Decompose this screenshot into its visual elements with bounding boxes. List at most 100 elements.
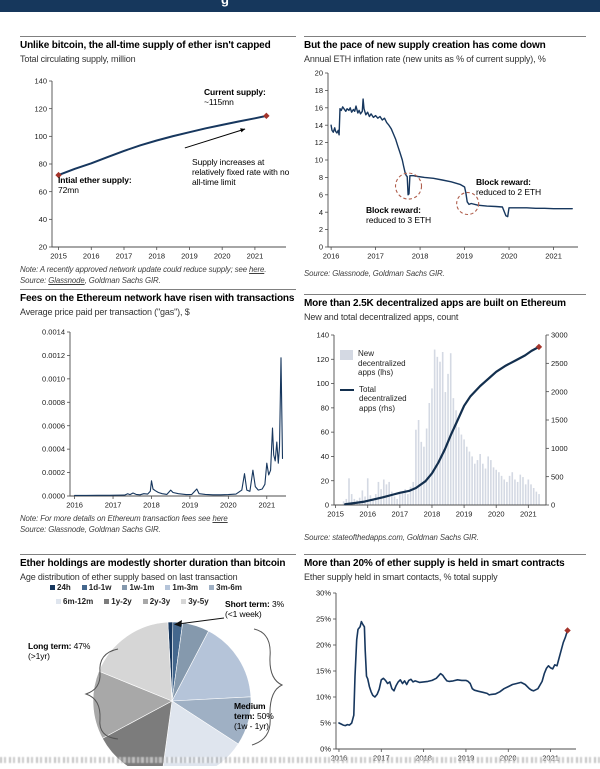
svg-text:10%: 10% xyxy=(316,693,331,702)
svg-text:15%: 15% xyxy=(316,667,331,676)
chart-title: Ether holdings are modestly shorter dura… xyxy=(20,558,286,569)
svg-text:500: 500 xyxy=(551,472,564,481)
swatch-2y-3y xyxy=(142,599,148,604)
bar xyxy=(490,460,492,505)
svg-text:0: 0 xyxy=(551,501,555,510)
bar xyxy=(439,361,441,505)
medium-term-annotation: Medium term: 50% (1w - 1yr) xyxy=(234,701,274,732)
svg-text:2017: 2017 xyxy=(105,501,122,510)
legend-item: 24h xyxy=(50,583,71,592)
bar xyxy=(538,494,540,505)
swatch-24h xyxy=(50,585,55,590)
bar xyxy=(385,484,388,505)
series-eth-inflation xyxy=(330,98,573,218)
svg-text:2018: 2018 xyxy=(148,252,165,261)
bar xyxy=(471,456,473,505)
legend-item: 2y-3y xyxy=(142,597,170,606)
svg-text:2017: 2017 xyxy=(116,252,133,261)
bar xyxy=(436,356,439,505)
chart-title: Unlike bitcoin, the all-time supply of e… xyxy=(20,40,271,51)
legend-item: 1w-1m xyxy=(122,583,154,592)
chart-source: Source: Glassnode, Goldman Sachs GIR. xyxy=(304,269,445,278)
bar xyxy=(377,481,380,505)
note-here-link[interactable]: here xyxy=(249,265,265,274)
marker-diamond xyxy=(263,112,270,120)
legend-item: 1d-1w xyxy=(81,583,111,592)
bar xyxy=(506,481,508,505)
svg-text:2019: 2019 xyxy=(456,510,473,519)
legend-item: 1m-3m xyxy=(165,583,198,592)
medium-term-bracket xyxy=(251,628,284,746)
svg-text:0: 0 xyxy=(319,243,323,252)
bar xyxy=(492,467,495,505)
svg-text:2018: 2018 xyxy=(424,510,441,519)
svg-text:2020: 2020 xyxy=(220,501,237,510)
svg-text:5%: 5% xyxy=(320,719,331,728)
legend-item-total-apps: Total decentralized apps (rhs) xyxy=(340,385,407,414)
bar xyxy=(399,494,401,505)
bar xyxy=(476,460,479,505)
svg-text:2021: 2021 xyxy=(258,501,275,510)
chart-ether-supply: Unlike bitcoin, the all-time supply of e… xyxy=(20,36,296,294)
svg-text:20: 20 xyxy=(315,69,323,78)
svg-text:80: 80 xyxy=(39,160,47,169)
highlight-circle xyxy=(456,191,480,216)
svg-text:2016: 2016 xyxy=(83,252,100,261)
svg-text:120: 120 xyxy=(316,355,329,364)
svg-text:80: 80 xyxy=(321,403,329,412)
bar xyxy=(423,446,425,505)
series-total-apps xyxy=(344,345,540,506)
bar xyxy=(348,478,350,505)
bar xyxy=(535,491,538,505)
short-term-arrow xyxy=(177,617,225,625)
swatch-1y-2y xyxy=(104,599,110,604)
svg-text:2017: 2017 xyxy=(392,510,409,519)
smart-contracts-line-chart: 0%5%10%15%20%25%30%201620172018201920202… xyxy=(316,589,576,763)
svg-text:2016: 2016 xyxy=(323,252,340,261)
initial-supply-annotation: Intial ether supply: 72mn xyxy=(58,175,132,196)
legend-item: 6m-12m xyxy=(56,597,93,606)
bar xyxy=(366,478,369,505)
chart-source: Source: Glassnode, Goldman Sachs GIR. xyxy=(20,525,161,534)
bar xyxy=(508,475,511,505)
svg-text:2021: 2021 xyxy=(247,252,264,261)
bar xyxy=(393,496,396,505)
svg-text:2021: 2021 xyxy=(520,510,537,519)
bar xyxy=(431,388,433,505)
bar xyxy=(452,398,455,505)
bar xyxy=(484,468,487,505)
top-banner-bar: g xyxy=(0,0,600,12)
bar xyxy=(487,456,489,505)
svg-text:2017: 2017 xyxy=(367,252,384,261)
short-term-arrowhead xyxy=(174,620,182,627)
bar xyxy=(500,475,503,505)
bar xyxy=(388,481,390,505)
bar xyxy=(473,463,476,505)
bar xyxy=(428,403,431,505)
svg-text:2500: 2500 xyxy=(551,359,568,368)
svg-text:60: 60 xyxy=(321,428,329,437)
total-apps-legend-label: Total decentralized apps (rhs) xyxy=(359,384,407,413)
svg-text:2015: 2015 xyxy=(50,252,67,261)
svg-text:2016: 2016 xyxy=(359,510,376,519)
block-reward-3eth-annotation: Block reward: reduced to 3 ETH xyxy=(366,205,432,226)
supply-line-chart: 20 40 60 80 100 120 140 2015 2016 2017 2018 2019 202… xyxy=(34,77,286,261)
svg-text:30%: 30% xyxy=(316,589,331,598)
svg-text:0.0012: 0.0012 xyxy=(42,351,65,360)
bar xyxy=(465,446,468,505)
svg-text:100: 100 xyxy=(316,379,329,388)
bar xyxy=(516,481,519,505)
series-total-supply xyxy=(57,114,268,177)
bar xyxy=(479,454,481,505)
annotation-arrow xyxy=(184,128,246,149)
note-here-link[interactable]: here xyxy=(212,514,228,523)
glassnode-link[interactable]: Glassnode xyxy=(48,276,85,285)
svg-text:40: 40 xyxy=(321,452,329,461)
svg-text:14: 14 xyxy=(315,121,323,130)
bar xyxy=(415,429,417,505)
fees-line-chart: 0.0000 0.0002 0.0004 0.0006 0.0008 0.0010 0.00… xyxy=(42,328,286,510)
bar xyxy=(514,479,516,505)
bar xyxy=(457,427,460,505)
legend-item: 1y-2y xyxy=(104,597,132,606)
svg-text:2: 2 xyxy=(319,225,323,234)
